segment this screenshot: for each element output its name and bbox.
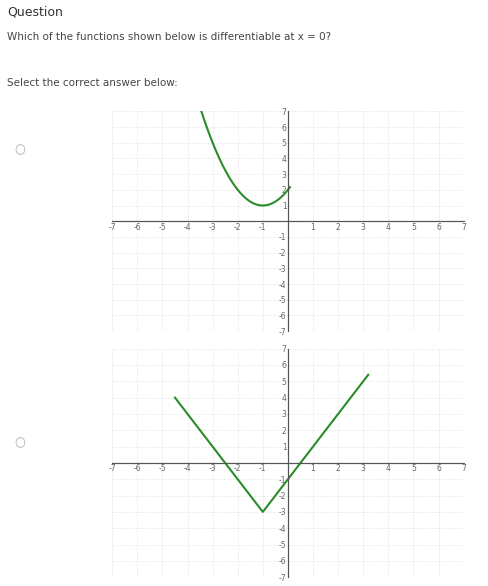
Text: Which of the functions shown below is differentiable at x = 0?: Which of the functions shown below is di… bbox=[7, 32, 331, 42]
Text: ○: ○ bbox=[14, 143, 25, 156]
Text: ○: ○ bbox=[14, 436, 25, 449]
Text: Select the correct answer below:: Select the correct answer below: bbox=[7, 78, 178, 88]
Text: Question: Question bbox=[7, 5, 63, 18]
